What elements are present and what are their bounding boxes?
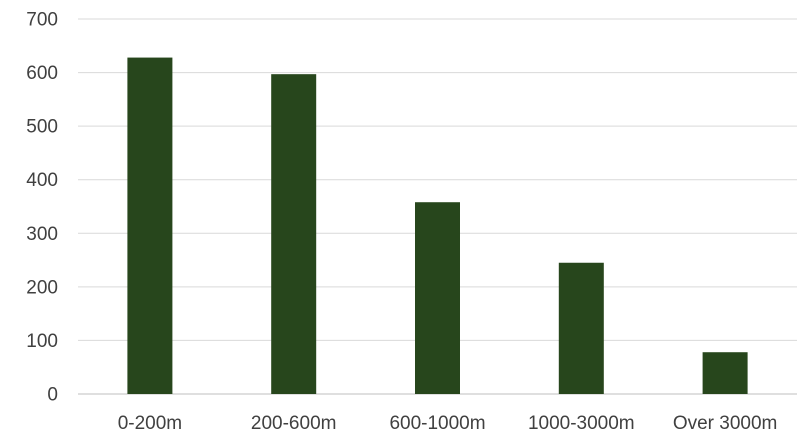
y-tick-label: 500 (26, 117, 58, 138)
y-tick-label: 700 (26, 10, 58, 31)
x-axis-ticks: 0-200m 200-600m 600-1000m 1000-3000m Over 30… (118, 413, 778, 434)
y-tick-label: 600 (26, 63, 58, 84)
y-axis-ticks: 0 100 200 300 400 500 600 700 (26, 10, 58, 406)
y-tick-label: 200 (26, 277, 58, 298)
x-tick-label: 1000-3000m (528, 413, 635, 434)
bar-600-1000m (415, 202, 460, 394)
y-tick-label: 100 (26, 331, 58, 352)
x-tick-label: Over 3000m (673, 413, 778, 434)
bar-1000-3000m (558, 262, 604, 394)
x-tick-label: 0-200m (118, 413, 182, 434)
y-tick-label: 0 (47, 385, 58, 406)
y-tick-label: 300 (26, 224, 58, 245)
bar-200-600m (271, 74, 317, 394)
bars (127, 57, 748, 394)
bar-0-200m (127, 57, 173, 394)
x-tick-label: 200-600m (251, 413, 337, 434)
y-tick-label: 400 (26, 170, 58, 191)
x-tick-label: 600-1000m (389, 413, 485, 434)
bar-over-3000m (702, 352, 748, 394)
